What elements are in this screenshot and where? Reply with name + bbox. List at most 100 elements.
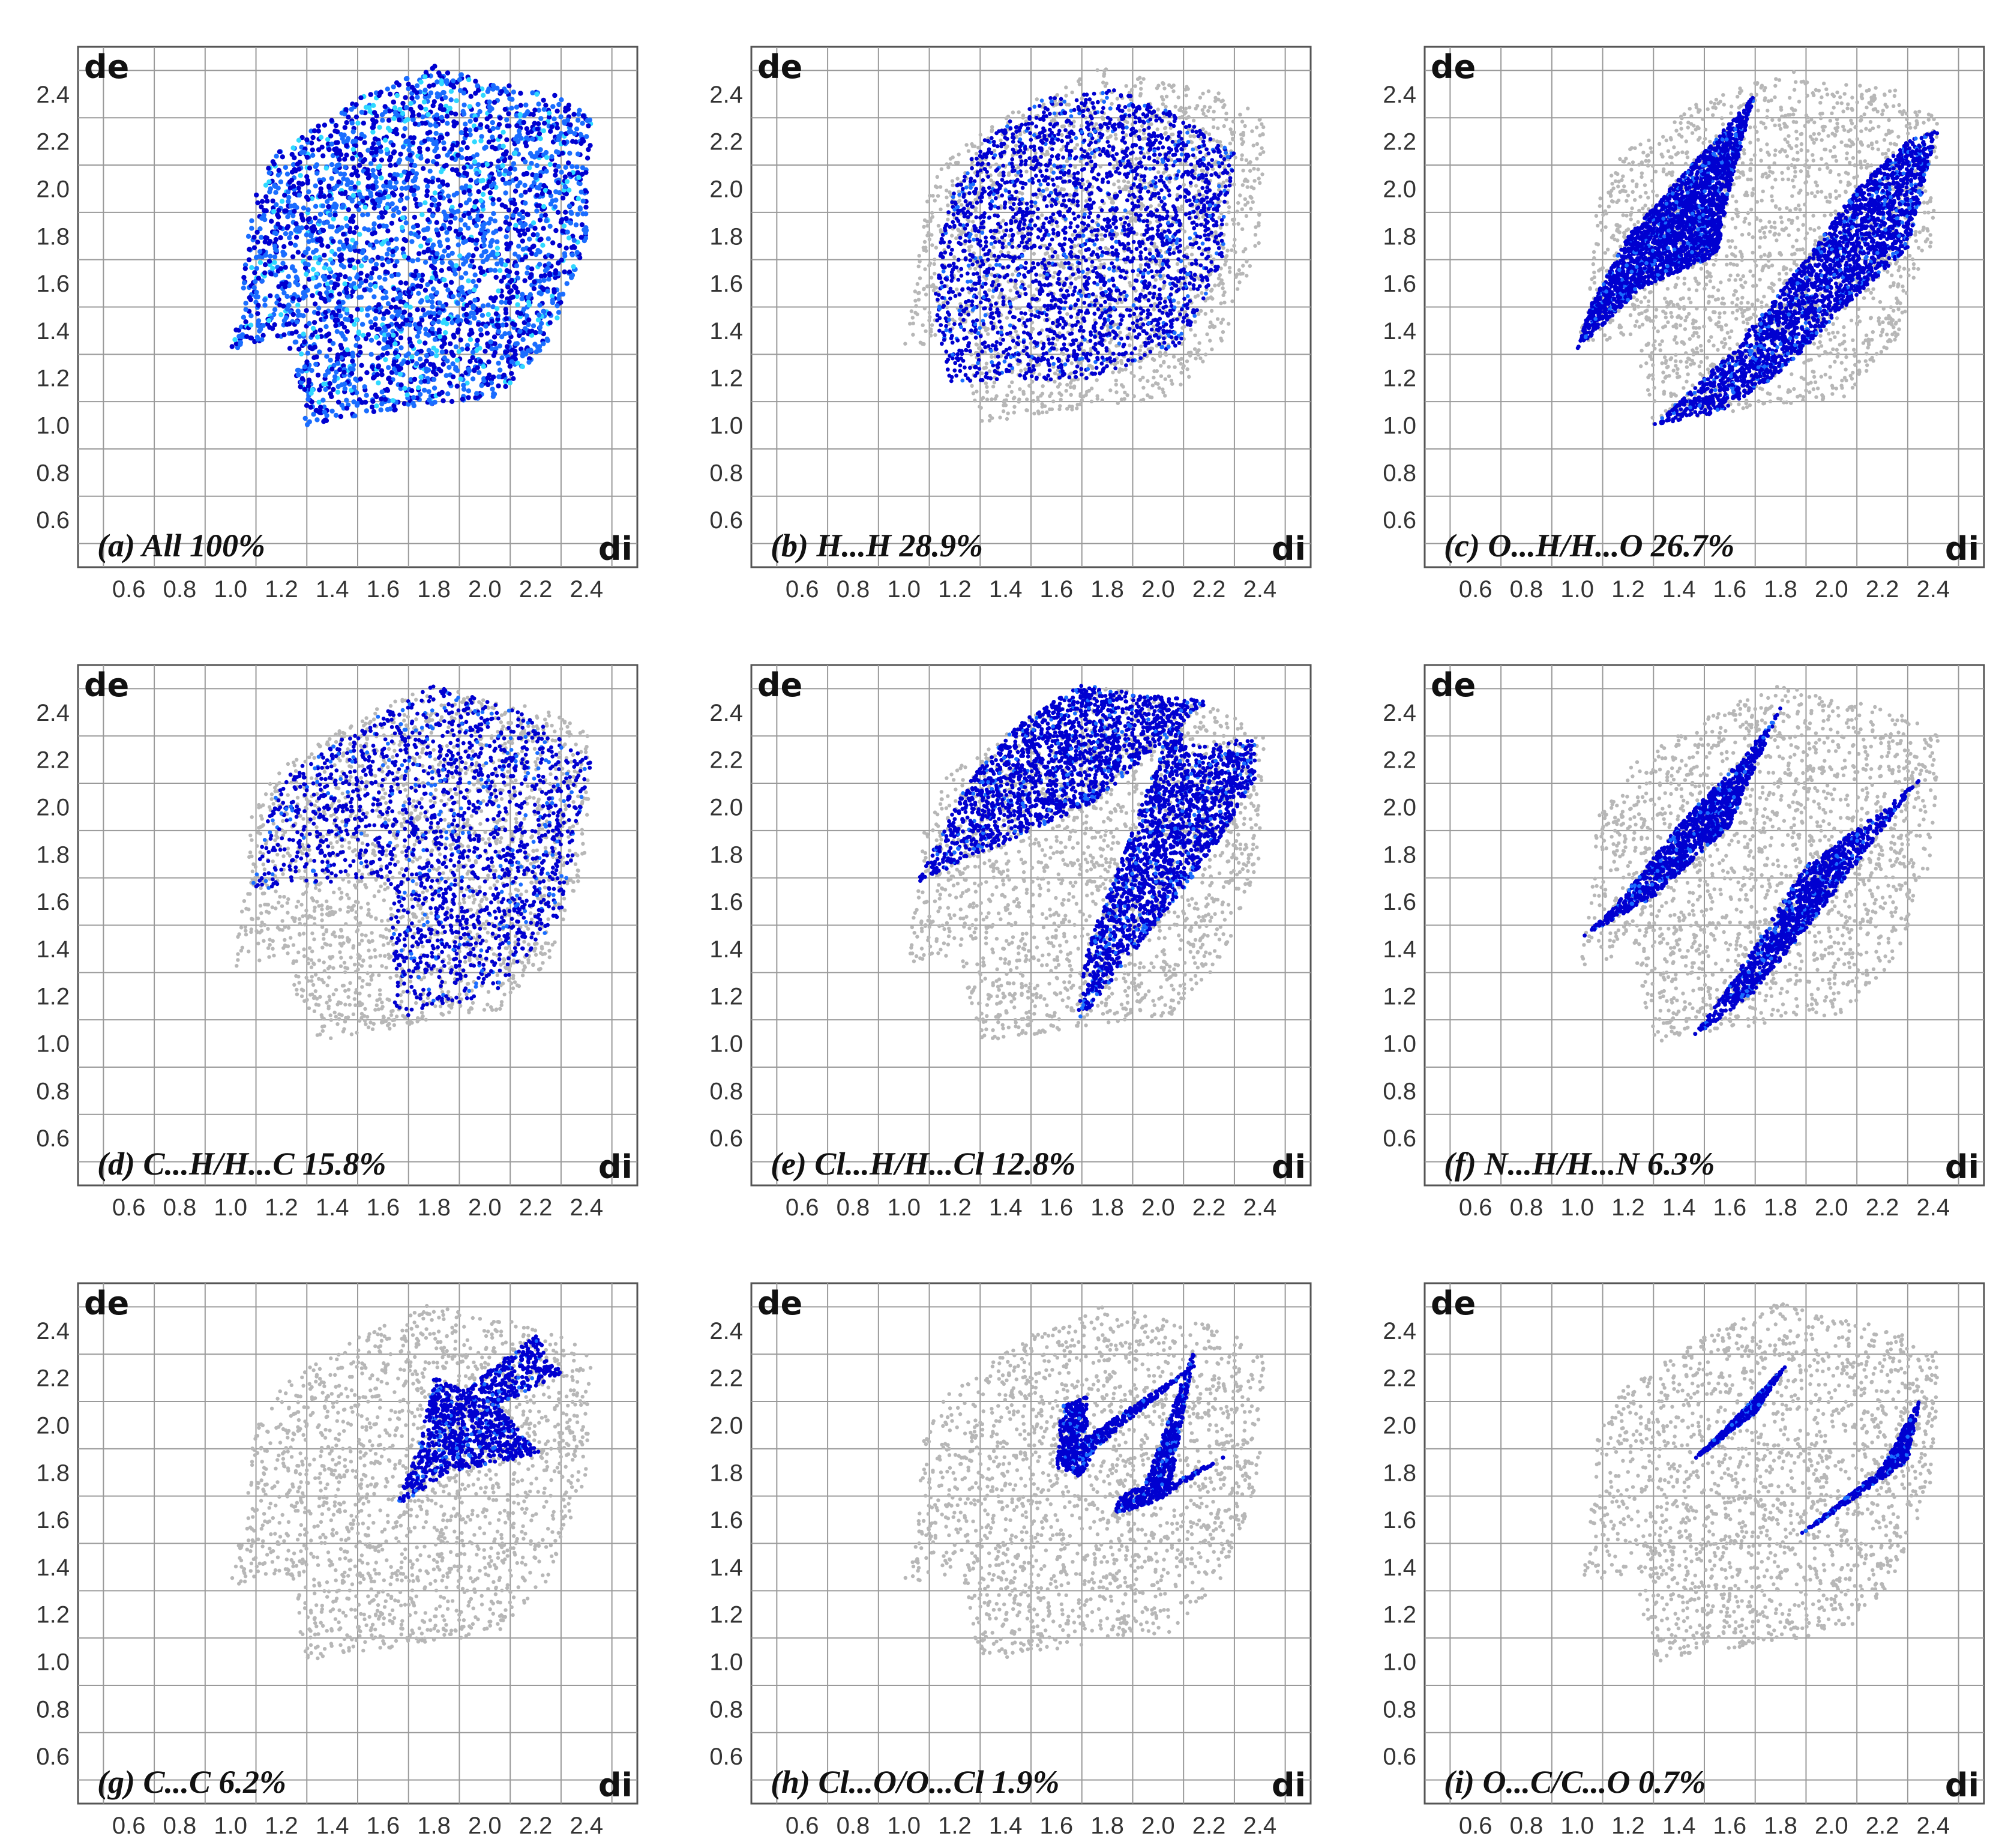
data-point [302,364,307,370]
background-point [931,288,936,293]
background-point [1095,378,1099,382]
data-point [382,332,388,338]
background-point [1141,385,1146,390]
data-point [427,208,432,213]
background-point [1186,127,1191,132]
data-point [373,179,379,185]
background-point [1210,287,1214,292]
data-point [310,325,316,331]
data-point [342,352,348,358]
background-point [1213,283,1217,287]
data-point [370,183,376,188]
data-point [373,266,379,271]
background-point [997,194,1001,199]
background-point [1203,352,1208,357]
data-point [488,339,493,345]
data-point [438,368,443,374]
data-point [273,272,278,278]
data-point [424,193,430,199]
data-point [336,300,341,305]
data-point [456,232,461,237]
background-point [1245,259,1249,263]
data-point [304,224,310,230]
data-point [546,236,551,241]
background-point [1215,139,1219,143]
data-point [482,145,487,151]
data-point [320,227,326,233]
data-point [562,251,567,256]
data-point [299,134,305,140]
data-point [407,170,412,176]
data-point [448,341,453,346]
background-point [1053,271,1057,275]
data-point [499,334,505,340]
data-point [310,134,316,140]
data-point [310,228,316,234]
data-point [305,217,311,223]
data-point [534,251,539,257]
data-point [400,110,406,116]
background-point [1075,316,1079,320]
data-point [371,409,377,414]
background-point [1241,140,1245,144]
data-point [249,265,254,271]
data-point [302,261,308,266]
data-point [300,217,306,223]
data-point [556,133,562,139]
data-point [320,203,326,209]
data-point [370,125,375,130]
background-point [1122,397,1126,401]
data-point [263,182,269,188]
background-point [1239,157,1244,161]
data-point [407,143,412,148]
data-point [341,325,347,330]
data-point [560,228,565,233]
background-point [1124,187,1128,191]
data-point [252,270,257,275]
data-point [434,79,440,85]
data-point [350,155,355,161]
background-point [1068,385,1073,390]
data-point [512,151,517,156]
background-point [1136,273,1140,277]
background-point [1065,382,1069,387]
data-point [441,140,446,146]
data-point [451,192,457,198]
background-point [1112,166,1116,170]
background-point [1065,312,1069,316]
background-point [1219,321,1224,325]
background-point [1261,150,1266,154]
data-point [392,263,398,269]
data-point [527,329,532,334]
background-point [973,266,978,271]
data-point [396,160,401,165]
data-point [275,214,281,220]
background-point [974,233,978,238]
data-point [373,316,378,322]
data-point [464,155,470,161]
data-point [541,128,546,134]
data-point [272,322,277,328]
data-point [507,331,512,336]
background-point [1244,158,1249,162]
background-point [1081,182,1086,187]
data-point [524,126,529,131]
background-point [1056,224,1060,229]
data-point [436,391,442,397]
background-point [975,390,979,394]
background-point [1188,134,1192,139]
data-point [353,285,358,290]
background-point [1101,80,1105,85]
data-point [388,163,393,168]
data-point [499,257,504,263]
data-point [364,273,370,278]
data-point [461,239,466,245]
background-point [1072,306,1077,310]
data-point [322,265,327,271]
data-point [262,302,268,308]
data-point [439,268,444,273]
background-point [1062,265,1066,269]
background-point [1007,296,1011,301]
data-point [307,321,312,327]
data-point [452,267,457,272]
